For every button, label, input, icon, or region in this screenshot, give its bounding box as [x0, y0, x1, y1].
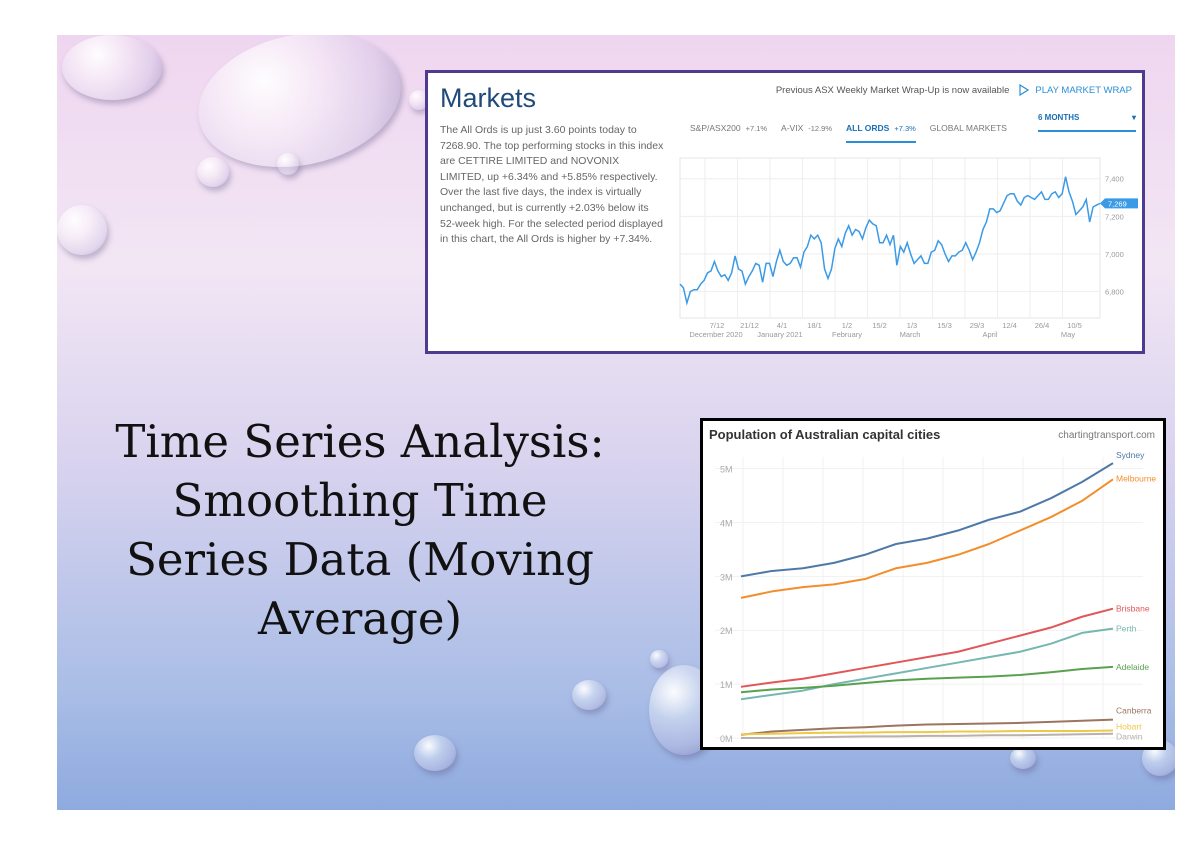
population-panel: 0M 1M 2M 3M 4M 5M Sydney Melbourne Brisbane Perth… [700, 418, 1166, 750]
tab-label: A-VIX [781, 123, 804, 133]
x-tick-label: 1/3 [907, 321, 917, 330]
period-value: 6 MONTHS [1038, 113, 1080, 122]
y-tick-label: 3M [720, 572, 733, 582]
month-label: January 2021 [757, 330, 802, 339]
population-source: chartingtransport.com [1058, 430, 1155, 441]
series-label-adelaide: Adelaide [1116, 662, 1149, 672]
play-label: PLAY MARKET WRAP [1035, 84, 1132, 96]
series-label-melbourne: Melbourne [1116, 473, 1156, 483]
caret-down-icon: ▾ [1131, 113, 1136, 122]
x-tick-label: 29/3 [970, 321, 985, 330]
y-tick-label: 7,000 [1105, 250, 1124, 259]
all-ords-line [679, 176, 1101, 306]
x-tick-label: 18/1 [807, 321, 822, 330]
water-drop-decoration [1010, 747, 1036, 769]
water-drop-decoration [409, 90, 429, 110]
tab-all-ords[interactable]: ALL ORDS +7.3% [846, 119, 916, 143]
tab-label: ALL ORDS [846, 123, 890, 133]
series-line-adelaide [740, 665, 1114, 694]
y-tick-label: 6,800 [1105, 288, 1124, 297]
tab-label: GLOBAL MARKETS [929, 123, 1007, 133]
index-tabs: S&P/ASX200 +7.1% A-VIX -12.9% ALL ORDS +7.3… [690, 119, 1021, 143]
tab-label: S&P/ASX200 [690, 123, 741, 133]
water-drop-decoration [572, 680, 606, 710]
period-select[interactable]: 6 MONTHS ▾ [1038, 113, 1136, 132]
wrap-notice-text: Previous ASX Weekly Market Wrap-Up is no… [775, 84, 1010, 96]
water-drop-decoration [62, 35, 162, 100]
tab-global-markets[interactable]: GLOBAL MARKETS [930, 119, 1007, 143]
water-drop-decoration [197, 157, 229, 187]
last-value-marker [1100, 198, 1138, 209]
x-tick-label: 7/12 [710, 321, 725, 330]
series-line-perth [740, 627, 1114, 701]
x-tick-label: 15/3 [937, 321, 952, 330]
y-tick-label: 1M [720, 680, 733, 690]
series-line-canberra [740, 718, 1114, 736]
last-value-label: 7,269 [1108, 199, 1127, 208]
population-title: Population of Australian capital cities [709, 427, 941, 442]
month-label: February [832, 330, 862, 339]
population-chart: 0M 1M 2M 3M 4M 5M Sydney Melbourne Brisbane Perth… [715, 450, 1156, 744]
title-line: Average) [257, 592, 463, 645]
market-wrap-notice: Previous ASX Weekly Market Wrap-Up is no… [776, 84, 1132, 96]
y-tick-label: 2M [720, 626, 733, 636]
series-line-darwin [741, 732, 1114, 739]
slide-title: Time Series Analysis: Smoothing Time Ser… [70, 412, 650, 648]
x-tick-label: 10/5 [1067, 321, 1082, 330]
title-line: Series Data (Moving [126, 533, 594, 586]
tab-change: -12.9% [808, 124, 833, 133]
x-tick-label: 26/4 [1035, 321, 1050, 330]
series-label-sydney: Sydney [1116, 450, 1145, 460]
series-line-brisbane [740, 607, 1114, 688]
play-market-wrap-button[interactable]: PLAY MARKET WRAP [1019, 84, 1132, 96]
title-line: Time Series Analysis: [115, 415, 605, 468]
tab-change: +7.3% [894, 124, 916, 133]
series-label-brisbane: Brisbane [1116, 604, 1150, 614]
tab-a-vix[interactable]: A-VIX -12.9% [781, 119, 832, 143]
series-label-hobart: Hobart [1116, 721, 1142, 731]
x-tick-label: 15/2 [872, 321, 887, 330]
x-tick-label: 4/1 [777, 321, 787, 330]
tab-change: +7.1% [745, 124, 768, 133]
markets-title: Markets [440, 83, 537, 113]
x-tick-label: 1/2 [842, 321, 852, 330]
water-drop-decoration [277, 153, 299, 175]
y-tick-label: 0M [720, 734, 733, 744]
series-label-perth: Perth [1116, 624, 1137, 634]
play-outline-icon [1019, 84, 1030, 96]
water-drop-decoration [650, 650, 668, 668]
markets-description: The All Ords is up just 3.60 points toda… [440, 124, 664, 246]
y-tick-label: 4M [720, 518, 733, 528]
series-line-hobart [740, 729, 1114, 736]
series-line-melbourne [740, 478, 1114, 599]
plot-frame [679, 157, 1101, 319]
y-tick-label: 7,400 [1105, 175, 1124, 184]
series-line-sydney [740, 462, 1114, 578]
series-label-darwin: Darwin [1116, 732, 1143, 742]
tab-sp-asx200[interactable]: S&P/ASX200 +7.1% [690, 119, 767, 143]
y-tick-label: 5M [720, 465, 733, 475]
all-ords-chart: 7/12 21/12 4/1 18/1 1/2 15/2 1/3 15/3 29/3 12/4 26… [679, 157, 1138, 339]
x-tick-label: 21/12 [740, 321, 759, 330]
month-label: December 2020 [689, 330, 742, 339]
y-tick-label: 7,200 [1105, 212, 1124, 221]
series-label-canberra: Canberra [1116, 706, 1152, 716]
x-tick-label: 12/4 [1002, 321, 1017, 330]
month-label: May [1061, 330, 1075, 339]
markets-panel: Markets The All Ords is up just 3.60 poi… [425, 70, 1145, 354]
title-line: Smoothing Time [172, 474, 548, 527]
water-drop-decoration [57, 205, 107, 255]
water-drop-decoration [414, 735, 456, 771]
month-label: March [900, 330, 921, 339]
month-label: April [982, 330, 997, 339]
